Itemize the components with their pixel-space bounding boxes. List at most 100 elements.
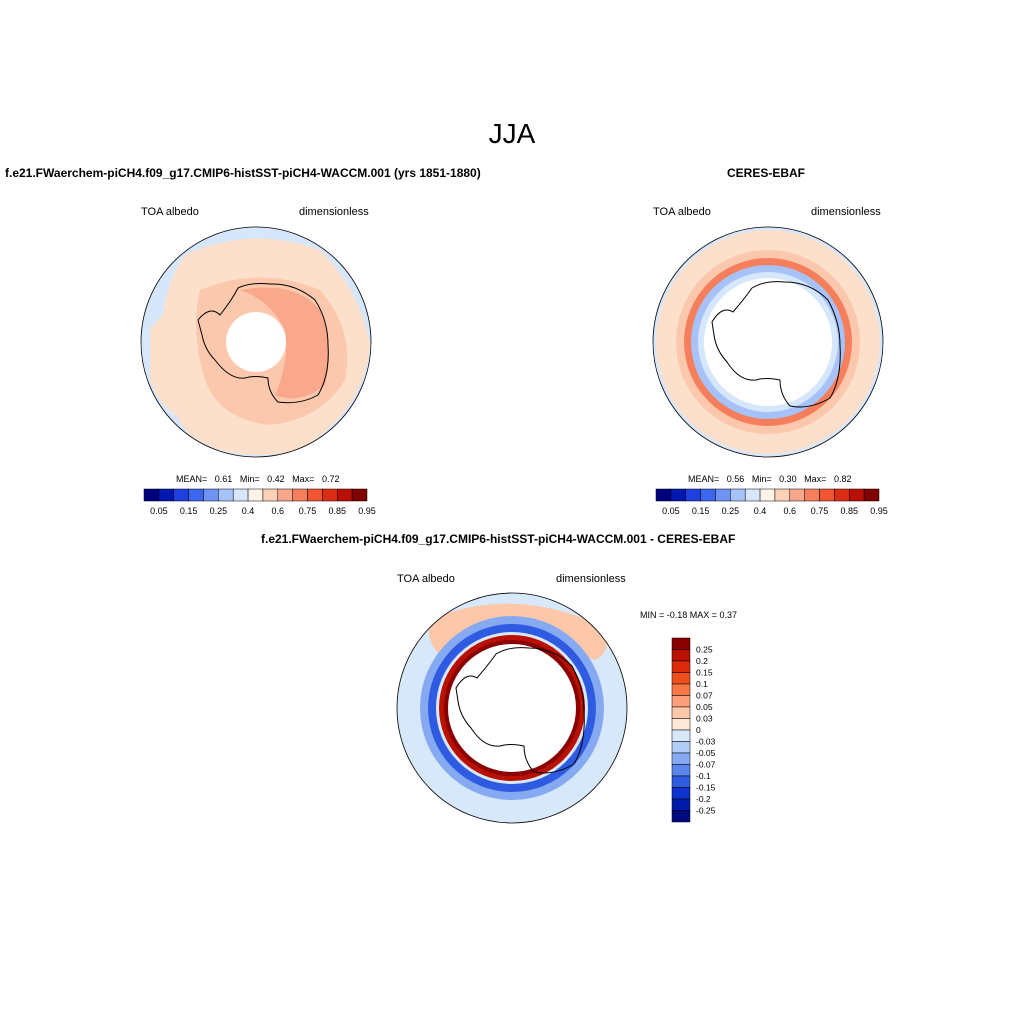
- panel3-right-label: dimensionless: [556, 573, 626, 585]
- panel2-stats: MEAN= 0.56 Min= 0.30 Max= 0.82: [688, 474, 851, 484]
- colorbar-swatch: [671, 729, 691, 742]
- colorbar-swatch: [671, 718, 691, 731]
- colorbar-tick-label: 0.85: [329, 506, 347, 516]
- colorbar-swatch: [247, 488, 264, 502]
- colorbar-swatch: [685, 488, 701, 502]
- colorbar-swatch: [203, 488, 219, 502]
- panel2-left-label: TOA albedo: [653, 206, 711, 218]
- colorbar-swatch: [262, 488, 279, 502]
- colorbar-swatch: [819, 488, 835, 502]
- colorbar-swatch: [671, 683, 691, 696]
- panel2-map-border: [652, 226, 884, 458]
- albedo-region-high: [240, 287, 329, 399]
- colorbar-tick-label: 0.85: [841, 506, 859, 516]
- colorbar-tick-label: 0.75: [811, 506, 829, 516]
- panel1-right-label: dimensionless: [299, 206, 369, 218]
- colorbar-swatch: [759, 488, 776, 502]
- colorbar-tick-label: 0.15: [696, 668, 713, 678]
- panel1-map-border: [140, 226, 372, 458]
- colorbar-swatch: [351, 488, 368, 502]
- colorbar-tick-label: 0.07: [696, 691, 713, 701]
- colorbar-swatch: [789, 488, 805, 502]
- colorbar-swatch: [671, 787, 691, 800]
- colorbar-swatch: [849, 488, 865, 502]
- colorbar-tick-label: -0.25: [696, 806, 716, 816]
- panel2-colorbar: 0.05 0.15 0.25 0.4 0.6 0.75 0.85 0.95: [655, 488, 888, 516]
- colorbar-swatch: [671, 798, 691, 811]
- colorbar-swatch: [671, 637, 691, 650]
- panel2-title: CERES-EBAF: [727, 166, 806, 180]
- min-value: 0.42: [267, 474, 285, 484]
- colorbar-swatch: [804, 488, 820, 502]
- colorbar-swatch: [188, 488, 204, 502]
- min-value: 0.30: [779, 474, 797, 484]
- colorbar-swatch: [671, 752, 691, 765]
- colorbar-swatch: [307, 488, 323, 502]
- colorbar-swatch: [671, 649, 691, 662]
- colorbar-swatch: [715, 488, 731, 502]
- colorbar-swatch: [671, 775, 691, 788]
- panel2-map: [653, 227, 883, 457]
- colorbar-tick-label: 0.1: [696, 679, 708, 689]
- missing-data-pole: [226, 312, 286, 372]
- colorbar-tick-label: 0.4: [242, 506, 255, 516]
- panel3-map-border: [396, 592, 628, 824]
- colorbar-swatch: [671, 764, 691, 777]
- colorbar-swatch: [655, 488, 672, 502]
- panel1-map: [141, 227, 371, 457]
- colorbar-tick-label: -0.2: [696, 794, 711, 804]
- panel1-title: f.e21.FWaerchem-piCH4.f09_g17.CMIP6-hist…: [5, 166, 481, 180]
- antarctica-coastline: [711, 281, 841, 408]
- missing-data-land: [448, 644, 576, 772]
- panel2-right-label: dimensionless: [811, 206, 881, 218]
- colorbar-swatch: [232, 488, 249, 502]
- max-value: 0.72: [321, 474, 340, 484]
- colorbar-swatch: [218, 488, 234, 502]
- colorbar-swatch: [671, 660, 691, 673]
- colorbar-swatch: [671, 706, 691, 719]
- colorbar-swatch: [337, 488, 353, 502]
- colorbar-tick-label: 0.15: [692, 506, 710, 516]
- colorbar-tick-label: 0.05: [662, 506, 680, 516]
- mean-label: MEAN=: [176, 474, 208, 484]
- colorbar-tick-label: 0.15: [180, 506, 198, 516]
- colorbar-swatch: [730, 488, 746, 502]
- antarctica-coastline: [455, 647, 585, 774]
- colorbar-swatch: [322, 488, 338, 502]
- min-label: Min=: [751, 474, 772, 484]
- colorbar-tick-label: -0.15: [696, 783, 716, 793]
- colorbar-tick-label: 0.05: [696, 702, 713, 712]
- colorbar-tick-label: 0.2: [696, 656, 708, 666]
- colorbar-tick-label: 0.95: [870, 506, 888, 516]
- colorbar-tick-label: 0.6: [784, 506, 797, 516]
- colorbar-tick-label: 0.25: [696, 645, 713, 655]
- panel1-stats: MEAN= 0.61 Min= 0.42 Max= 0.72: [176, 474, 339, 484]
- colorbar-swatch: [158, 488, 174, 502]
- mean-label: MEAN=: [688, 474, 720, 484]
- colorbar-swatch: [744, 488, 761, 502]
- colorbar-swatch: [671, 672, 691, 685]
- mean-value: 0.56: [726, 474, 745, 484]
- colorbar-swatch: [774, 488, 791, 502]
- mean-value: 0.61: [214, 474, 233, 484]
- colorbar-tick-label: -0.07: [696, 760, 716, 770]
- panel3-map: [397, 593, 627, 823]
- panel3-colorbar: 0.250.2 0.150.1 0.070.05 0.030 -0.03-0.05 -0.…: [671, 637, 716, 823]
- colorbar-swatch: [671, 695, 691, 708]
- min-label: Min=: [239, 474, 260, 484]
- colorbar-tick-label: 0.75: [299, 506, 317, 516]
- colorbar-swatch: [834, 488, 850, 502]
- colorbar-tick-label: 0: [696, 725, 701, 735]
- colorbar-tick-label: 0.05: [150, 506, 168, 516]
- panel1-colorbar: 0.05 0.15 0.25 0.4 0.6 0.75 0.85 0.95: [143, 488, 376, 516]
- main-title: JJA: [488, 118, 536, 149]
- antarctica-coastline: [197, 283, 329, 404]
- missing-data-land: [704, 278, 832, 406]
- max-label: Max=: [804, 474, 827, 484]
- panel3-left-label: TOA albedo: [397, 573, 455, 585]
- colorbar-swatch: [670, 488, 686, 502]
- colorbar-swatch: [143, 488, 160, 502]
- colorbar-tick-label: -0.1: [696, 771, 711, 781]
- colorbar-tick-label: 0.95: [358, 506, 376, 516]
